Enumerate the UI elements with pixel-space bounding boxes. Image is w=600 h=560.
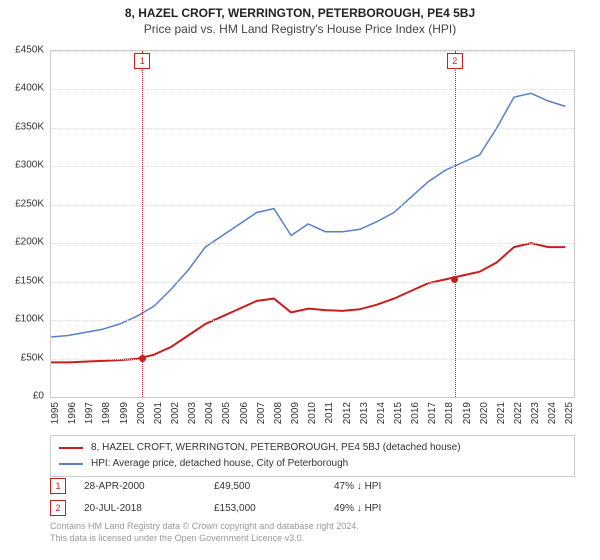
y-tick-label: £150K: [15, 275, 44, 286]
x-tick-label: 2012: [342, 402, 353, 424]
x-tick-label: 2024: [547, 402, 558, 424]
x-tick-label: 2016: [410, 402, 421, 424]
title-sub: Price paid vs. HM Land Registry's House …: [0, 22, 600, 36]
legend-swatch: [59, 463, 83, 465]
gridline: [51, 166, 574, 167]
legend: 8, HAZEL CROFT, WERRINGTON, PETERBOROUGH…: [50, 435, 575, 477]
x-tick-label: 1998: [101, 402, 112, 424]
footer-attribution: Contains HM Land Registry data © Crown c…: [50, 520, 575, 544]
x-tick-label: 2008: [273, 402, 284, 424]
y-tick-label: £450K: [15, 45, 44, 56]
transaction-badge: 2: [50, 500, 66, 516]
legend-label: 8, HAZEL CROFT, WERRINGTON, PETERBOROUGH…: [91, 440, 461, 456]
x-tick-label: 2009: [290, 402, 301, 424]
gridline: [51, 51, 574, 52]
y-tick-label: £100K: [15, 314, 44, 325]
gridline: [51, 205, 574, 206]
x-tick-label: 2018: [444, 402, 455, 424]
gridline: [51, 243, 574, 244]
x-tick-label: 2023: [530, 402, 541, 424]
x-tick-label: 2000: [136, 402, 147, 424]
y-tick-label: £300K: [15, 160, 44, 171]
x-tick-label: 2021: [496, 402, 507, 424]
x-tick-label: 2005: [221, 402, 232, 424]
gridline: [51, 320, 574, 321]
y-tick-label: £200K: [15, 237, 44, 248]
title-main: 8, HAZEL CROFT, WERRINGTON, PETERBOROUGH…: [0, 6, 600, 20]
x-tick-label: 2003: [187, 402, 198, 424]
y-tick-label: £250K: [15, 198, 44, 209]
titles: 8, HAZEL CROFT, WERRINGTON, PETERBOROUGH…: [0, 0, 600, 36]
chart-plot-area: 12: [50, 50, 575, 398]
y-tick-label: £400K: [15, 83, 44, 94]
transaction-list: 1 28-APR-2000£49,50047% ↓ HPI 2 20-JUL-2018…: [50, 478, 575, 522]
transaction-pct: 47% ↓ HPI: [334, 481, 454, 492]
x-tick-label: 2020: [479, 402, 490, 424]
chart-container: 8, HAZEL CROFT, WERRINGTON, PETERBOROUGH…: [0, 0, 600, 560]
marker-vline: [455, 51, 456, 397]
x-tick-label: 2001: [153, 402, 164, 424]
transaction-date: 20-JUL-2018: [84, 503, 214, 514]
legend-row: HPI: Average price, detached house, City…: [59, 456, 566, 472]
transaction-pct: 49% ↓ HPI: [334, 503, 454, 514]
gridline: [51, 89, 574, 90]
footer-line-1: Contains HM Land Registry data © Crown c…: [50, 520, 575, 532]
x-tick-label: 1995: [50, 402, 61, 424]
x-tick-label: 1996: [67, 402, 78, 424]
x-tick-label: 2022: [513, 402, 524, 424]
x-tick-label: 1999: [119, 402, 130, 424]
x-tick-label: 2002: [170, 402, 181, 424]
y-tick-label: £50K: [21, 352, 44, 363]
chart-lines-svg: [51, 51, 574, 397]
gridline: [51, 128, 574, 129]
legend-swatch: [59, 447, 83, 449]
marker-badge: 1: [134, 53, 150, 69]
transaction-row: 1 28-APR-2000£49,50047% ↓ HPI: [50, 478, 575, 494]
gridline: [51, 282, 574, 283]
footer-line-2: This data is licensed under the Open Gov…: [50, 532, 575, 544]
y-axis-labels: £0£50K£100K£150K£200K£250K£300K£350K£400…: [0, 50, 46, 398]
transaction-price: £153,000: [214, 503, 334, 514]
series-line-property: [51, 243, 565, 362]
x-tick-label: 2007: [256, 402, 267, 424]
series-line-hpi: [51, 93, 565, 337]
transaction-date: 28-APR-2000: [84, 481, 214, 492]
transaction-badge: 1: [50, 478, 66, 494]
x-tick-label: 2019: [462, 402, 473, 424]
x-tick-label: 2006: [239, 402, 250, 424]
legend-row: 8, HAZEL CROFT, WERRINGTON, PETERBOROUGH…: [59, 440, 566, 456]
y-tick-label: £0: [33, 391, 44, 402]
x-tick-label: 2013: [359, 402, 370, 424]
x-tick-label: 2010: [307, 402, 318, 424]
transaction-row: 2 20-JUL-2018£153,00049% ↓ HPI: [50, 500, 575, 516]
x-tick-label: 2014: [376, 402, 387, 424]
legend-label: HPI: Average price, detached house, City…: [91, 456, 348, 472]
x-tick-label: 2017: [427, 402, 438, 424]
y-tick-label: £350K: [15, 121, 44, 132]
marker-badge: 2: [447, 53, 463, 69]
x-tick-label: 2011: [324, 402, 335, 424]
x-tick-label: 2025: [564, 402, 575, 424]
x-tick-label: 2004: [204, 402, 215, 424]
x-tick-label: 2015: [393, 402, 404, 424]
x-tick-label: 1997: [84, 402, 95, 424]
transaction-price: £49,500: [214, 481, 334, 492]
marker-vline: [142, 51, 143, 397]
gridline: [51, 359, 574, 360]
x-axis-labels: 1995 1996 1997 1998 1999 2000 2001 2002 2003 2004…: [50, 400, 575, 440]
